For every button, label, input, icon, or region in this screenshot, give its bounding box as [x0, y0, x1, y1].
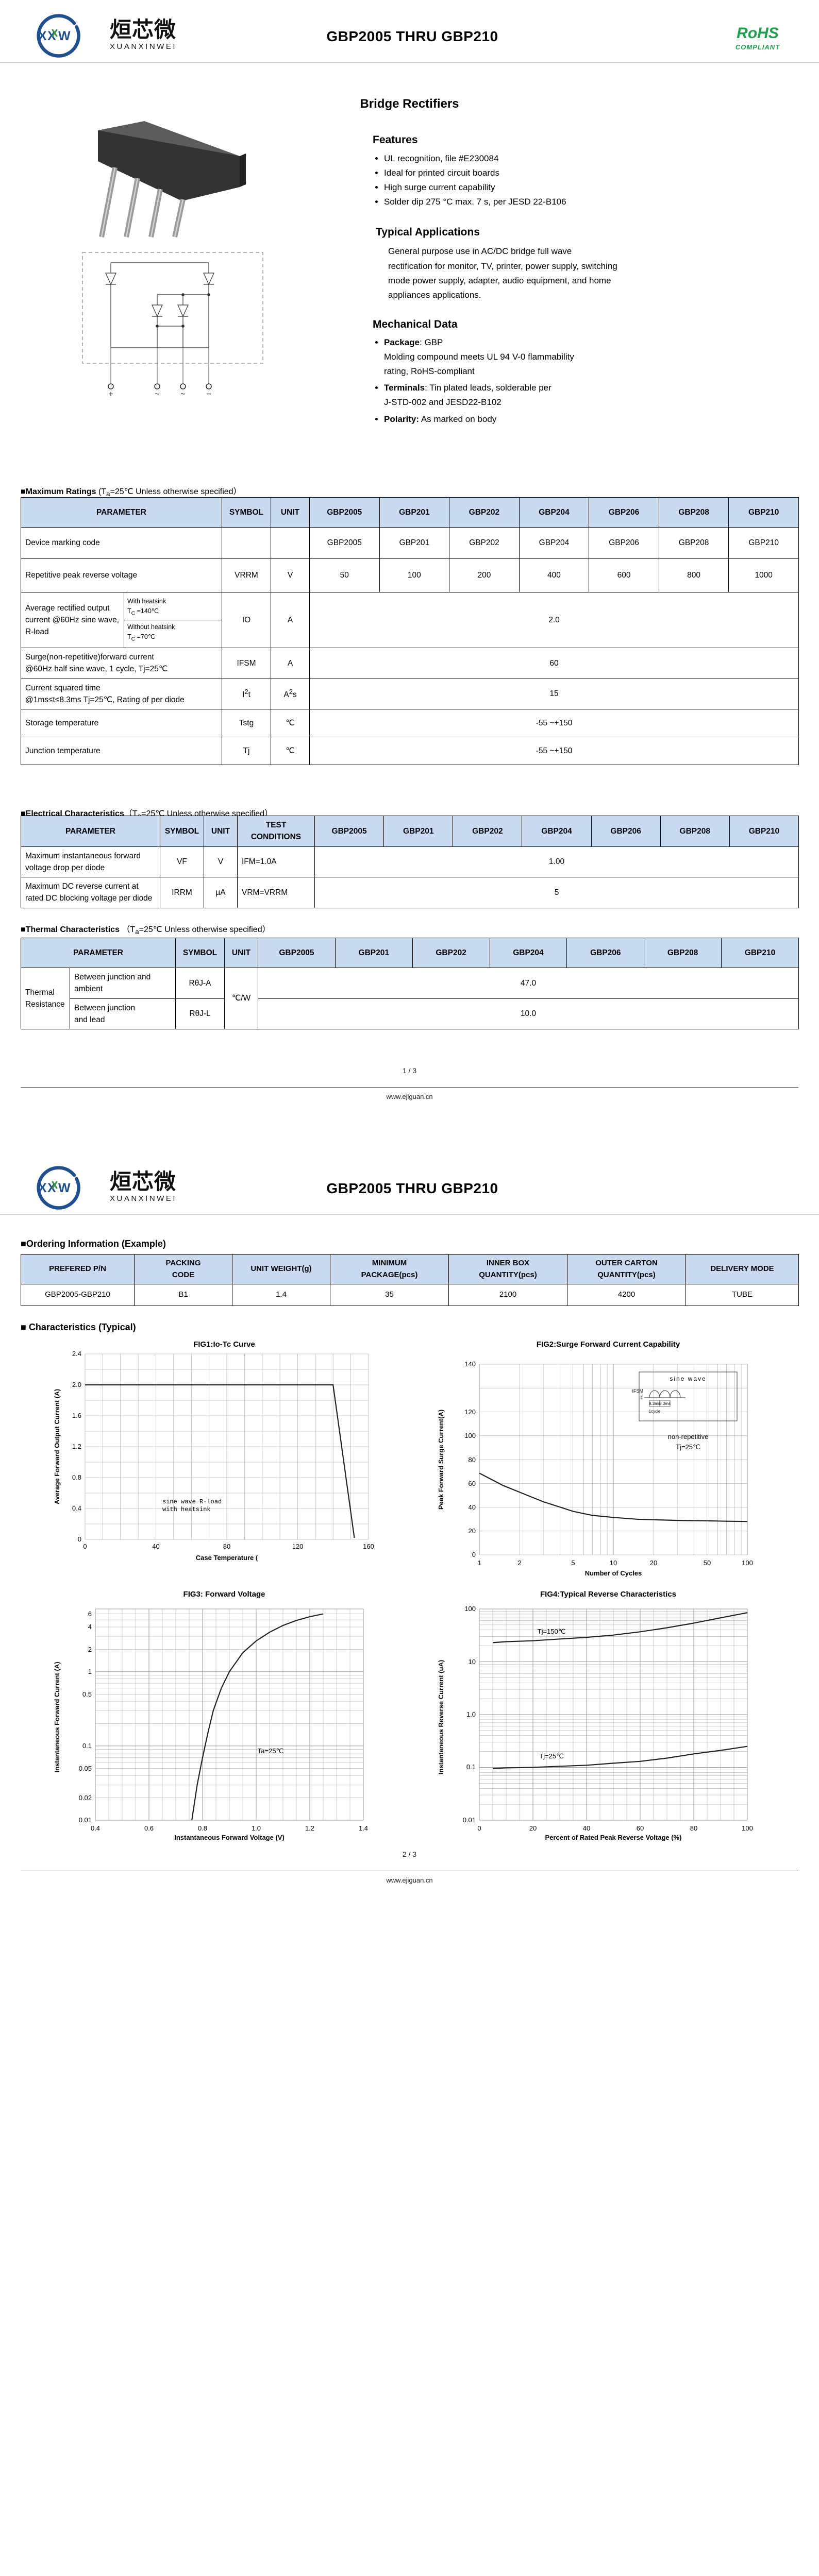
svg-text:−: −: [206, 390, 211, 397]
svg-text:Instantaneous Reverse Current: Instantaneous Reverse Current (uA): [437, 1660, 445, 1775]
svg-text:W: W: [58, 29, 71, 43]
svg-text:60: 60: [469, 1480, 476, 1487]
svg-text:~: ~: [155, 390, 159, 397]
svg-text:2: 2: [88, 1646, 92, 1653]
svg-text:0: 0: [477, 1824, 481, 1832]
svg-text:0.4: 0.4: [91, 1824, 100, 1832]
svg-text:20: 20: [469, 1527, 476, 1535]
svg-text:10: 10: [469, 1658, 476, 1666]
svg-text:5: 5: [571, 1559, 575, 1567]
svg-text:Instantaneous Forward Current: Instantaneous Forward Current (A): [53, 1662, 61, 1772]
svg-text:Tj=150℃: Tj=150℃: [538, 1628, 566, 1635]
svg-text:20: 20: [650, 1559, 657, 1567]
svg-text:1.0: 1.0: [252, 1824, 261, 1832]
svg-text:50: 50: [704, 1559, 711, 1567]
svg-text:60: 60: [637, 1824, 644, 1832]
svg-text:40: 40: [583, 1824, 590, 1832]
svg-text:sine wave R-load: sine wave R-load: [162, 1498, 222, 1505]
svg-text:1.2: 1.2: [305, 1824, 314, 1832]
svg-text:0.01: 0.01: [79, 1816, 92, 1824]
svg-text:W: W: [58, 1181, 71, 1195]
svg-text:~: ~: [180, 390, 185, 397]
svg-text:non-repetitive: non-repetitive: [668, 1433, 709, 1440]
svg-text:0.8: 0.8: [72, 1473, 81, 1481]
svg-text:0.1: 0.1: [82, 1742, 92, 1750]
svg-text:0.01: 0.01: [463, 1816, 476, 1824]
svg-text:140: 140: [464, 1360, 476, 1368]
svg-text:80: 80: [223, 1543, 230, 1550]
svg-text:20: 20: [529, 1824, 537, 1832]
svg-text:0.8: 0.8: [198, 1824, 207, 1832]
svg-text:0: 0: [472, 1551, 476, 1558]
svg-text:0: 0: [641, 1395, 644, 1401]
svg-text:with heatsink: with heatsink: [162, 1506, 211, 1513]
svg-text:X: X: [38, 29, 47, 43]
svg-text:6: 6: [88, 1610, 92, 1618]
svg-text:0.05: 0.05: [79, 1765, 92, 1772]
svg-text:1: 1: [477, 1559, 481, 1567]
svg-text:Instantaneous Forward Voltage: Instantaneous Forward Voltage (V): [174, 1834, 285, 1841]
svg-text:Peak Forward Surge Current(A): Peak Forward Surge Current(A): [437, 1410, 445, 1510]
svg-text:80: 80: [690, 1824, 697, 1832]
svg-text:0.02: 0.02: [79, 1794, 92, 1802]
svg-text:Number of Cycles: Number of Cycles: [585, 1569, 642, 1577]
svg-text:8.3ms: 8.3ms: [659, 1401, 671, 1406]
svg-text:0.4: 0.4: [72, 1504, 81, 1512]
svg-text:Tj=25℃: Tj=25℃: [676, 1443, 700, 1451]
svg-text:X: X: [38, 1181, 47, 1195]
svg-text:40: 40: [469, 1503, 476, 1511]
svg-text:Case Temperature (: Case Temperature (: [196, 1554, 258, 1562]
svg-text:IFSM: IFSM: [632, 1388, 644, 1394]
svg-text:Percent of Rated Peak Reverse: Percent of Rated Peak Reverse Voltage (%…: [545, 1834, 682, 1841]
svg-text:40: 40: [152, 1543, 159, 1550]
svg-text:Ta=25℃: Ta=25℃: [258, 1747, 283, 1755]
svg-text:100: 100: [464, 1432, 476, 1439]
svg-text:120: 120: [292, 1543, 304, 1550]
svg-text:100: 100: [464, 1605, 476, 1613]
svg-text:1.4: 1.4: [359, 1824, 368, 1832]
svg-text:2.0: 2.0: [72, 1381, 81, 1388]
svg-text:100: 100: [742, 1559, 753, 1567]
svg-text:10: 10: [610, 1559, 617, 1567]
svg-text:1: 1: [88, 1668, 92, 1675]
svg-text:1.2: 1.2: [72, 1443, 81, 1450]
svg-text:1.0: 1.0: [466, 1710, 476, 1718]
svg-text:4: 4: [88, 1623, 92, 1631]
svg-text:0.6: 0.6: [144, 1824, 154, 1832]
svg-text:0.1: 0.1: [466, 1763, 476, 1771]
svg-text:+: +: [108, 390, 113, 397]
svg-text:2: 2: [517, 1559, 521, 1567]
svg-text:Tj=25℃: Tj=25℃: [539, 1752, 563, 1760]
svg-text:0.5: 0.5: [82, 1690, 92, 1698]
svg-text:8.3ms: 8.3ms: [649, 1401, 660, 1406]
svg-text:1.6: 1.6: [72, 1412, 81, 1419]
svg-text:120: 120: [464, 1408, 476, 1416]
svg-text:160: 160: [363, 1543, 374, 1550]
svg-text:Average Forward Output Current: Average Forward Output Current (A): [53, 1389, 61, 1504]
svg-text:sine wave: sine wave: [670, 1375, 706, 1382]
svg-text:0: 0: [78, 1535, 81, 1543]
svg-text:100: 100: [742, 1824, 753, 1832]
svg-text:0: 0: [83, 1543, 87, 1550]
svg-text:80: 80: [469, 1456, 476, 1464]
svg-text:1cycle: 1cycle: [649, 1409, 661, 1414]
svg-text:2.4: 2.4: [72, 1350, 81, 1358]
